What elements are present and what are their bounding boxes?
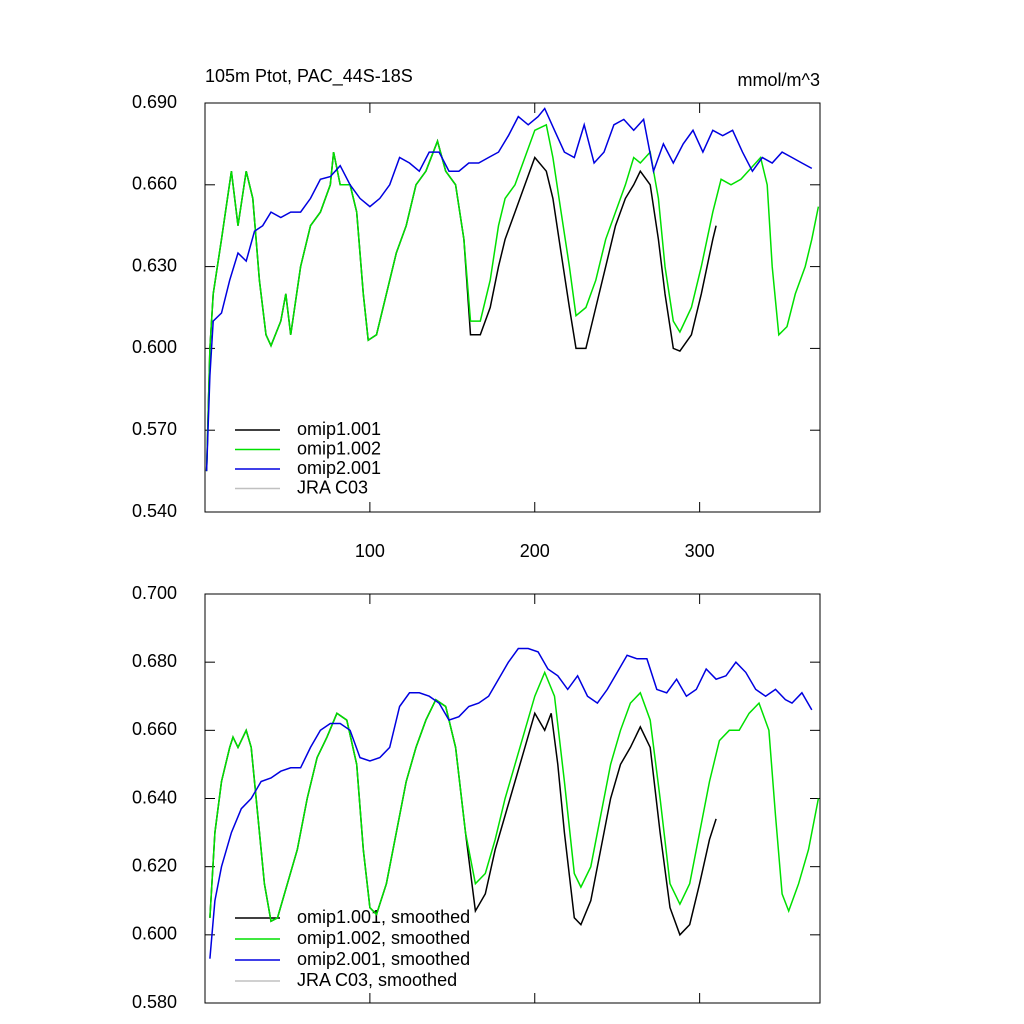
- data-line: [209, 670, 820, 923]
- y-tick-label: 0.580: [132, 992, 177, 1012]
- legend-label: omip2.001: [297, 458, 381, 478]
- chart-title: 105m Ptot, PAC_44S-18S: [205, 66, 413, 87]
- legend-label: omip1.001, smoothed: [297, 907, 470, 927]
- x-tick-label: 100: [355, 541, 385, 561]
- y-tick-label: 0.630: [132, 255, 177, 275]
- legend-label: JRA C03, smoothed: [297, 970, 457, 990]
- x-tick-label: 300: [685, 541, 715, 561]
- legend-label: omip1.001: [297, 419, 381, 439]
- y-tick-label: 0.690: [132, 92, 177, 112]
- y-tick-label: 0.540: [132, 501, 177, 521]
- y-tick-label: 0.570: [132, 419, 177, 439]
- legend-label: JRA C03: [297, 477, 368, 497]
- data-line: [209, 647, 813, 959]
- y-tick-label: 0.620: [132, 855, 177, 875]
- units-label: mmol/m^3: [738, 70, 820, 90]
- data-line: [205, 123, 820, 472]
- data-line: [205, 107, 813, 472]
- legend-label: omip2.001, smoothed: [297, 949, 470, 969]
- y-tick-label: 0.660: [132, 719, 177, 739]
- y-tick-label: 0.600: [132, 924, 177, 944]
- y-tick-label: 0.680: [132, 651, 177, 671]
- y-tick-label: 0.640: [132, 787, 177, 807]
- legend-label: omip1.002, smoothed: [297, 928, 470, 948]
- y-tick-label: 0.660: [132, 174, 177, 194]
- y-tick-label: 0.700: [132, 583, 177, 603]
- plot-frame: [204, 102, 821, 513]
- legend-label: omip1.002: [297, 438, 381, 458]
- y-tick-label: 0.600: [132, 337, 177, 357]
- x-tick-label: 200: [520, 541, 550, 561]
